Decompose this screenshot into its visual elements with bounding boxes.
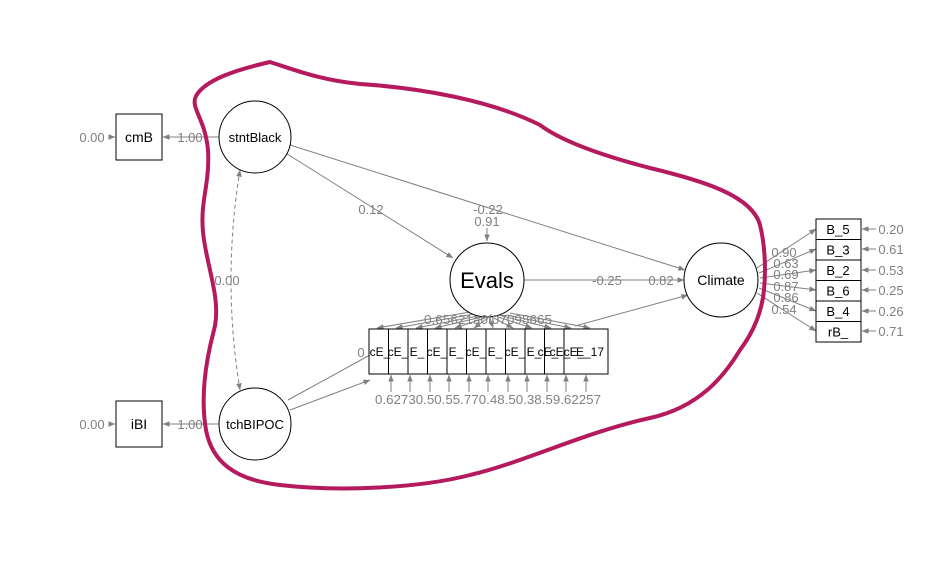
evals-item-residual-arrows xyxy=(388,374,589,392)
label-climate-residual-4: 0.25 xyxy=(878,283,903,298)
climate-item-label-2: B_3 xyxy=(826,243,849,258)
eval-item-box-11 xyxy=(563,328,609,375)
label-climate-residual-1: 0.20 xyxy=(878,222,903,237)
Evals-node xyxy=(449,242,525,318)
edge-tchBIPOC-evalitems-a xyxy=(287,354,371,401)
eval-item-label-10: cE_ xyxy=(538,345,559,359)
climate-item-label-5: B_4 xyxy=(826,304,849,319)
label-climate-residual-3: 0.53 xyxy=(878,263,903,278)
label-stntBlack-Evals: 0.12 xyxy=(358,202,383,217)
eval-item-label-7: E_ xyxy=(488,345,503,359)
climate-item-residual-arrows xyxy=(861,226,876,334)
eval-item-label-5: E_ xyxy=(449,345,464,359)
label-climate-residual-6: 0.71 xyxy=(878,324,903,339)
label-climate-loading-3: 0.69 xyxy=(773,267,798,282)
evals-indicator-row: cE_ cE_ E_ cE_ E_ cE_ E_ cE_ E_ cE_ cE_ … xyxy=(368,328,609,375)
edge-evalitems-Climate xyxy=(574,294,689,327)
label-climate-residual-2: 0.61 xyxy=(878,242,903,257)
evals-loading-edges xyxy=(376,311,591,330)
edge-stntBlack-Climate xyxy=(289,144,686,271)
eval-item-label-6: cE_ xyxy=(466,345,487,359)
eval-item-label-11: cE_ xyxy=(550,345,571,359)
label-climate-loading-1: 0.90 xyxy=(771,245,796,260)
label-tchBIPOC-evals: 0 xyxy=(357,345,364,360)
climate-item-label-3: B_2 xyxy=(826,263,849,278)
Evals-label: Evals xyxy=(460,268,514,293)
eval-item-label-3: E_ xyxy=(410,345,425,359)
climate-item-label-6: rB_ xyxy=(828,325,849,340)
edge-stntBlack-Evals xyxy=(283,151,454,259)
highlight-outline xyxy=(192,60,767,491)
iBI-label: iBI xyxy=(131,416,147,432)
label-climate-loading-5: 0.86 xyxy=(773,290,798,305)
stntBlack-label: stntBlack xyxy=(229,130,282,145)
climate-item-label-4: B_6 xyxy=(826,284,849,299)
stntBlack-node xyxy=(218,100,292,174)
label-cmB-residual: 0.00 xyxy=(79,130,104,145)
label-climate-loading-6: 0.54 xyxy=(771,302,796,317)
label-climate-loading-2: 0.63 xyxy=(773,256,798,271)
cmB-box xyxy=(115,113,163,161)
eval-item-label-9: E_ xyxy=(527,345,542,359)
iBI-box xyxy=(115,400,163,448)
label-evals-residuals: 0.62730.50.55.770.48.50.38.59.62257 xyxy=(375,392,601,407)
label-Evals-Climate: -0.25 xyxy=(592,273,622,288)
eval-item-label-13: E_17 xyxy=(576,345,604,359)
label-stntBlack-cmB: 1.00 xyxy=(177,130,202,145)
cmB-label: cmB xyxy=(125,129,153,145)
label-climate-loading-4: 0.87 xyxy=(773,279,798,294)
climate-indicator-stack: B_5 B_3 B_2 B_6 B_4 rB_ xyxy=(815,218,862,343)
eval-item-label-12: cE_ xyxy=(564,345,585,359)
label-tchBIPOC-iBI: 1.00 xyxy=(177,417,202,432)
label-climate-residual-5: 0.26 xyxy=(878,304,903,319)
label-Evals-residual: 0.91 xyxy=(474,214,499,229)
edge-tchBIPOC-evalitems-b xyxy=(289,379,371,411)
Climate-node xyxy=(683,242,759,318)
climate-item-label-1: B_5 xyxy=(826,222,849,237)
tchBIPOC-node xyxy=(218,387,292,461)
tchBIPOC-label: tchBIPOC xyxy=(226,417,284,432)
label-iBI-residual: 0.00 xyxy=(79,417,104,432)
label-evals-loadings: 0.65621a0f07098665 xyxy=(424,312,552,327)
eval-item-label-1: cE_ xyxy=(370,345,391,359)
label-stntBlack-Climate: -0.22 xyxy=(473,202,503,217)
eval-item-label-8: cE_ xyxy=(505,345,526,359)
eval-item-label-2: cE_ xyxy=(388,345,409,359)
eval-item-label-4: cE_ xyxy=(427,345,448,359)
climate-item-box-6 xyxy=(815,321,862,343)
label-covariance: 0.00 xyxy=(214,273,239,288)
label-Climate-residual: 0.82 xyxy=(648,273,673,288)
Climate-label: Climate xyxy=(697,272,745,288)
